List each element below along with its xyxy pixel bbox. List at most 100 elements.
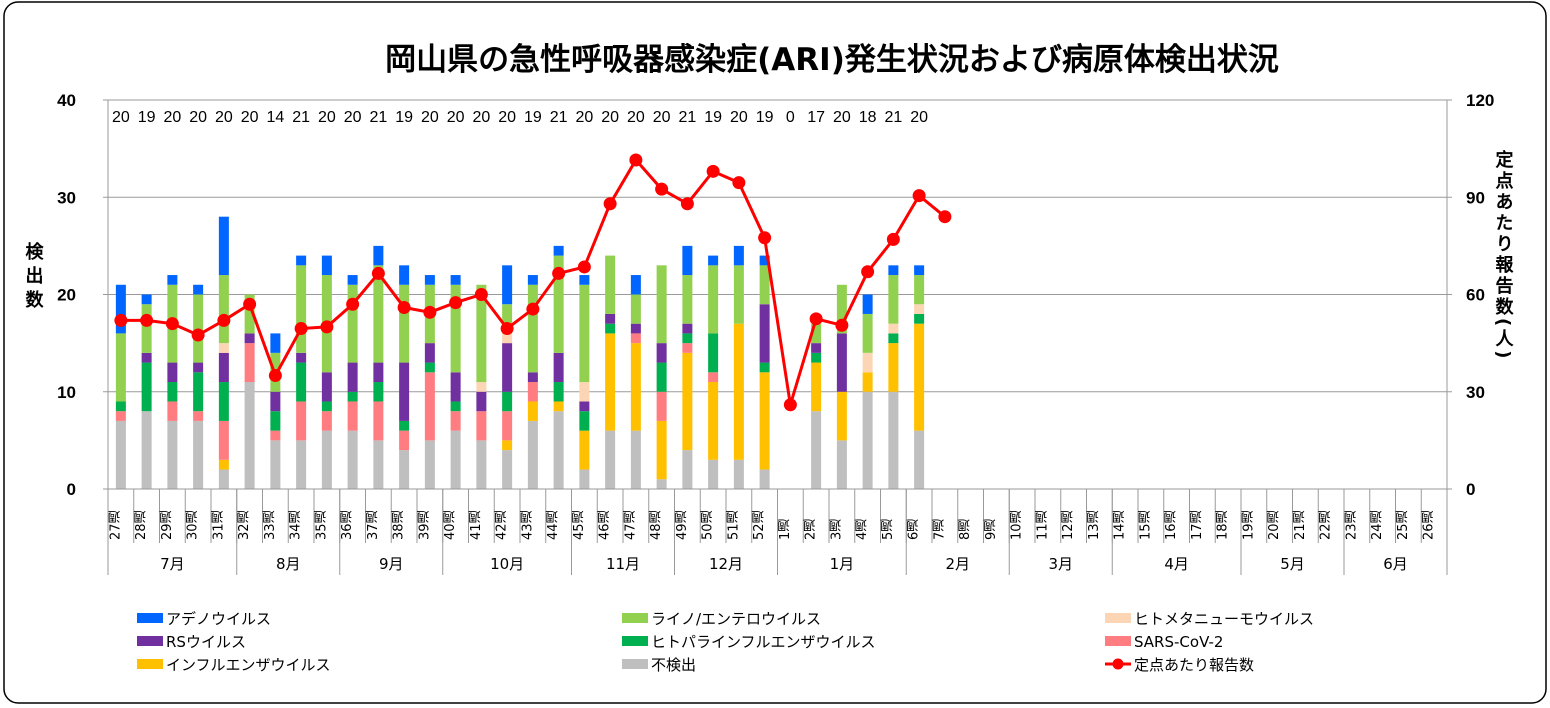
report-point [346,297,360,311]
legend-item: SARS-CoV-2 [1105,633,1223,651]
week-label: 45週 [571,510,587,540]
bar-segment [759,362,770,373]
report-point [861,265,875,279]
week-label: 27週 [108,510,124,540]
sample-count-label: 21 [884,109,902,126]
bar-segment [244,294,255,334]
bar-segment [888,323,899,334]
bar-segment [708,372,719,383]
legend-label: ヒトメタニューモウイルス [1134,610,1314,628]
bar-segment [270,333,281,353]
sample-count-label: 0 [786,109,795,126]
bar-segment [115,284,126,334]
week-label: 20週 [1267,510,1283,540]
bar-stack-30週 [193,284,204,489]
report-point [835,318,849,332]
bar-segment [527,401,538,421]
legend-item: ヒトメタニューモウイルス [1105,610,1314,628]
bar-segment [399,430,410,451]
axes: 0 0 10 30 20 60 30 90 40 120 検出数 定点あたり報告数(人) 27週 28週 2… [23,91,1514,575]
bar-segment [244,382,255,489]
bar-segment [733,323,744,460]
right-tick-label: 30 [1466,383,1485,402]
bar-segment [115,333,126,402]
bar-segment [399,265,410,285]
bar-segment [502,440,513,451]
week-label: 4週 [855,518,871,540]
bar-segment [399,284,410,363]
report-point [397,300,411,314]
bar-segment [373,265,384,363]
week-label: 3週 [829,518,845,540]
legend-swatch [137,659,163,669]
report-point [526,302,540,316]
bar-segment [218,352,229,383]
bar-segment [656,479,667,489]
report-point [114,313,128,327]
legend-item: ヒトパラインフルエンザウイルス [622,633,876,651]
month-label: 12月 [709,555,743,573]
bar-segment [759,469,770,489]
bar-segment [630,430,641,489]
bar-stack-28週 [141,294,152,489]
bar-segment [836,391,847,441]
week-label: 47週 [623,510,639,540]
report-point [938,210,952,224]
legend-swatch [1105,636,1131,646]
bar-stack-29週 [167,275,178,489]
bar-segment [270,440,281,489]
week-label: 16週 [1164,510,1180,540]
report-point [165,317,179,331]
bar-segment [193,362,204,373]
report-point [809,312,823,326]
week-label: 32週 [237,510,253,540]
legend-item: 定点あたり報告数 [1105,656,1254,674]
sample-count-label: 20 [601,109,619,126]
right-tick-label: 90 [1466,188,1485,207]
sample-count-label: 20 [575,109,593,126]
week-label: 48週 [649,510,665,540]
right-tick-label: 60 [1466,286,1485,305]
bar-segment [115,420,126,489]
report-point [886,232,900,246]
legend-point-marker [1112,658,1124,670]
month-label: 9月 [379,555,404,573]
bar-segment [630,333,641,344]
bar-stack-6週 [914,265,925,489]
bar-segment [399,420,410,431]
bar-segment [682,343,693,353]
bar-segment [656,362,667,392]
bar-segment [218,469,229,489]
bar-segment [605,333,616,431]
bar-stack-38週 [399,265,410,489]
report-point [371,266,385,280]
month-label: 11月 [606,555,640,573]
bar-segment [708,255,719,266]
month-label: 6月 [1383,555,1408,573]
week-label: 11週 [1035,510,1051,540]
report-point [500,322,514,336]
bar-stack-45週 [579,275,590,489]
bar-segment [502,304,513,334]
sample-count-label: 21 [550,109,568,126]
bar-segment [682,450,693,489]
bar-segment [502,411,513,441]
week-label: 15週 [1138,510,1154,540]
report-point [706,164,720,178]
report-line [114,153,952,412]
bar-segment [656,265,667,344]
bar-stack-4週 [862,294,873,489]
week-label: 46週 [597,510,613,540]
week-label: 25週 [1395,510,1411,540]
bar-segment [218,382,229,421]
sample-count-label: 19 [756,109,774,126]
report-point [783,398,797,412]
report-point [191,328,205,342]
bar-segment [373,362,384,383]
bar-segment [836,333,847,392]
bar-segment [502,391,513,412]
legend-swatch [622,613,648,623]
bar-segment [914,323,925,431]
week-label: 6週 [906,518,922,540]
bar-segment [193,420,204,489]
